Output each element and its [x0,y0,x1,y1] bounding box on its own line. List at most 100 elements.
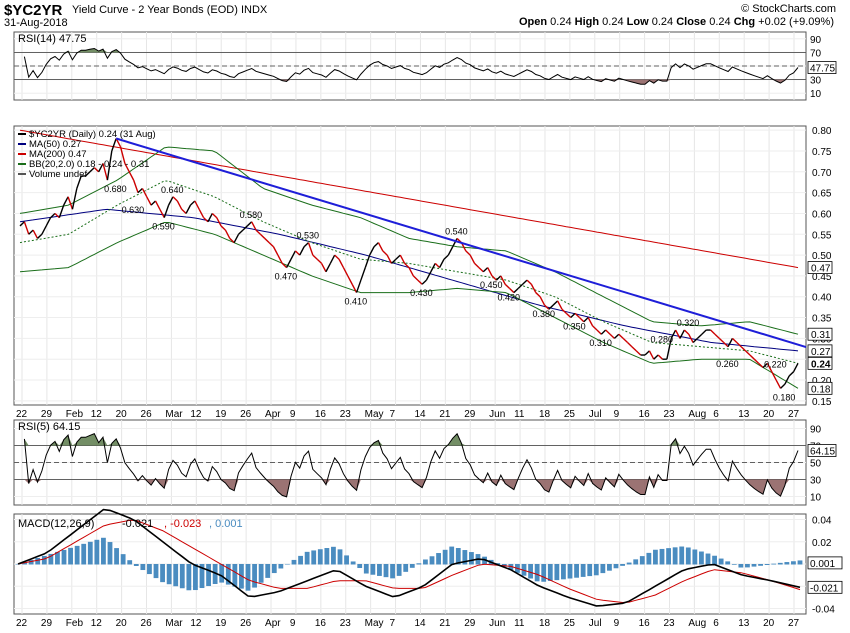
macd-histogram-bar [166,564,172,585]
price-line-segment [644,350,650,356]
description-text: Yield Curve - 2 Year Bonds (EOD) [72,4,238,16]
price-line-segment [220,225,226,231]
price-line-segment [85,171,91,177]
macd-histogram-bar [646,552,652,565]
price-annotation: 0.420 [498,292,521,302]
price-line-segment [793,363,799,373]
price-line-segment [150,200,156,206]
price-line-segment [556,300,563,310]
price-line-segment [294,250,301,256]
price-line-segment [596,329,602,335]
macd-histogram-bar [462,550,468,565]
macd-histogram-bar [271,564,277,574]
macd-histogram-bar [114,548,119,565]
y-tick-label: 0.15 [812,397,832,408]
price-line-segment [115,138,122,148]
macd-histogram-bar [528,564,533,579]
x-tick-label: 22 [16,409,28,420]
x-tick-label: 20 [763,409,775,420]
trendline [115,137,807,348]
macd-histogram-bar [764,564,770,565]
price-line-segment [447,246,454,256]
macd-histogram-bar [133,564,139,566]
price-line-segment [312,254,318,260]
price-line-segment [106,150,113,181]
price-line-segment [583,317,589,323]
y-tick-label: -0.04 [812,604,835,615]
price-line-segment [203,217,209,223]
x-tick-label: 16 [315,618,327,629]
macd-histogram-bar [593,564,599,576]
x-tick-label: 16 [315,409,327,420]
macd-histogram-bar [179,564,185,589]
macd-histogram-bar [87,541,93,565]
macd-histogram-bar [94,539,100,565]
price-line-segment [622,337,629,344]
ohlc-readout: Open 0.24 High 0.24 Low 0.24 Close 0.24 … [519,16,834,28]
price-line-segment [364,254,371,268]
price-line-segment [517,283,524,289]
price-line-segment [290,250,296,260]
x-tick-label: 23 [663,618,675,629]
price-line-segment [587,317,594,327]
price-line-segment [207,213,213,223]
macd-histogram-bar [672,547,678,565]
price-last-value: 0.24 [811,359,831,370]
macd-legend-value: -0.021 [122,518,153,530]
macd-histogram-bar [436,553,441,565]
x-tick-label: 26 [141,409,153,420]
price-line-segment [605,329,611,335]
x-tick-label: 23 [340,618,352,629]
rsi-last-value: 64.15 [810,446,835,457]
rsi-oversold-fill [24,479,798,497]
x-tick-label: Jun [489,618,505,629]
rsi-line [23,432,799,498]
macd-histogram-bar [258,564,264,583]
price-last-value: 0.18 [811,384,831,395]
macd-histogram-bar [771,563,777,565]
macd-histogram-bar [35,557,41,565]
macd-histogram-bar [633,559,639,565]
x-tick-label: 29 [464,409,476,420]
x-tick-label: 9 [614,409,620,420]
high-value: 0.24 [602,16,624,28]
price-line-segment [736,342,742,348]
x-tick-label: 18 [539,409,551,420]
macd-histogram-bar [160,564,165,583]
price-line-segment [544,304,550,310]
x-tick-label: Mar [165,409,183,420]
price-line-segment [146,196,152,206]
x-tick-label: 11 [514,409,525,420]
price-annotation: 0.640 [161,185,184,195]
x-tick-label: Feb [66,409,84,420]
price-line-segment [229,237,235,244]
x-tick-label: 18 [539,618,551,629]
macd-histogram-bar [219,564,225,583]
price-line-segment [688,333,694,343]
price-annotation: 0.380 [532,309,555,319]
macd-histogram-bar [107,542,113,565]
price-line-segment [482,267,489,273]
symbol-title: $YC2YR [4,2,63,19]
x-tick-label: Jul [589,409,602,420]
x-tick-label: 12 [190,409,202,420]
macd-histogram-bar [718,558,724,565]
macd-histogram-bar [317,549,323,565]
price-line-segment [491,275,497,281]
macd-histogram-bar [409,564,415,568]
macd-last-value: 0.001 [810,559,835,570]
macd-histogram-bar [423,559,428,565]
macd-histogram-bar [639,556,645,565]
price-line-segment [246,221,253,227]
x-tick-label: May [365,618,384,629]
price-line-segment [373,242,379,248]
macd-histogram-bar [705,553,711,565]
macd-histogram-bar [791,561,796,565]
macd-histogram-bar [74,545,80,565]
price-legend-entry: MA(50) 0.27 [29,139,81,150]
x-tick-label: 23 [663,409,675,420]
macd-histogram-bar [685,547,691,565]
y-tick-label: 0.65 [812,189,832,200]
price-annotation: 0.590 [152,222,175,232]
